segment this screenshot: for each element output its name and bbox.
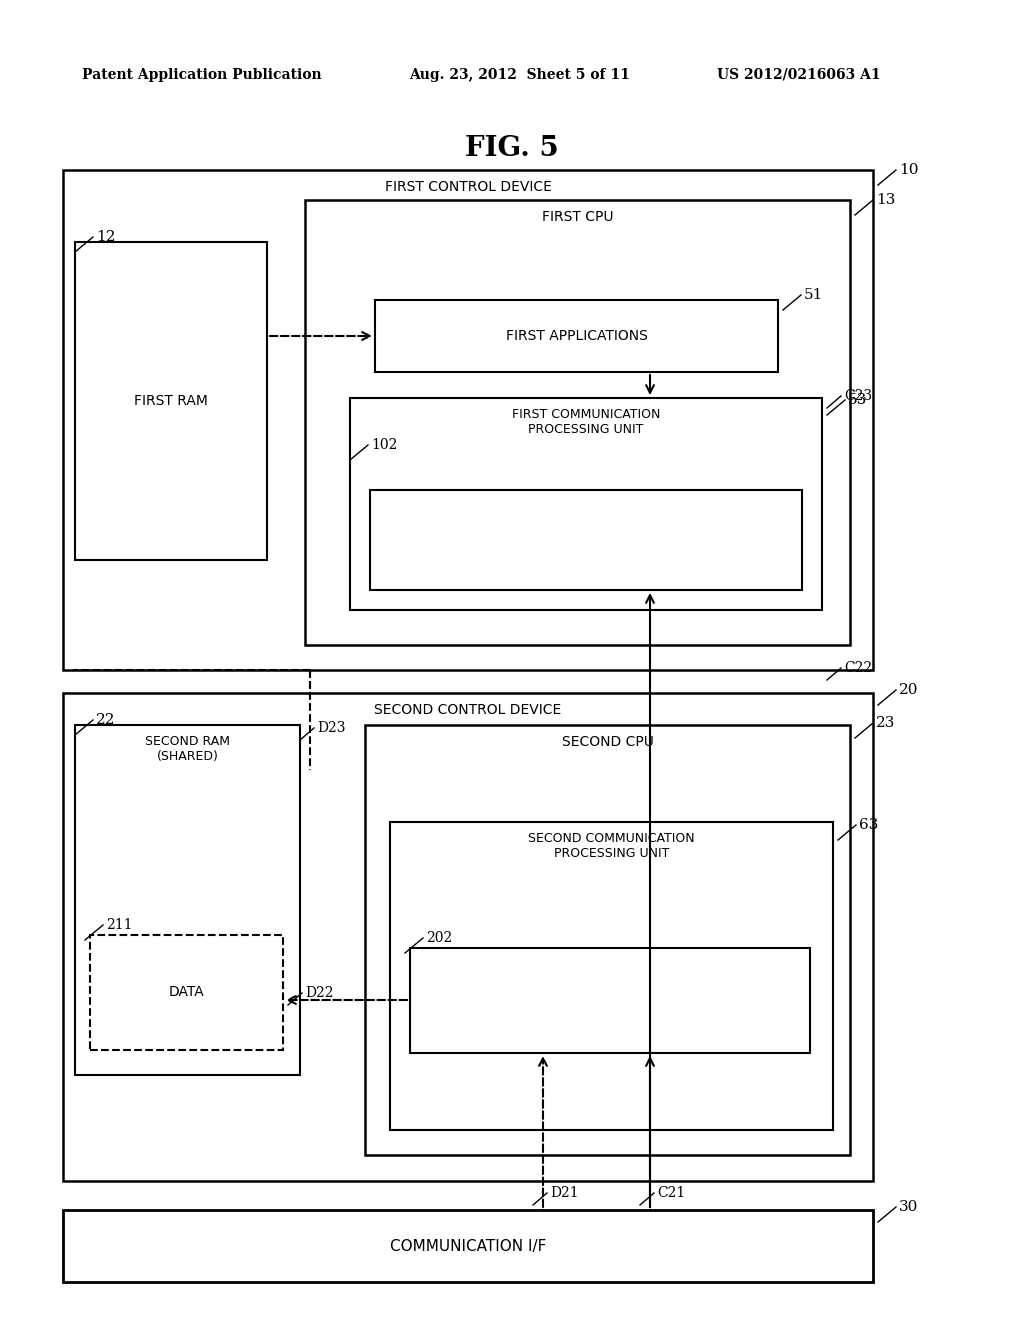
Bar: [410, 948, 810, 1053]
Text: FIG. 5: FIG. 5: [465, 135, 559, 161]
Text: Aug. 23, 2012  Sheet 5 of 11: Aug. 23, 2012 Sheet 5 of 11: [410, 69, 631, 82]
Bar: [350, 399, 822, 610]
Text: D22: D22: [305, 986, 334, 1001]
Bar: [75, 725, 300, 1074]
Text: 12: 12: [96, 230, 116, 244]
Text: SECOND CONTROL DEVICE: SECOND CONTROL DEVICE: [375, 704, 561, 717]
Text: 13: 13: [876, 193, 895, 207]
Bar: [63, 1210, 873, 1282]
Text: 102: 102: [371, 438, 397, 451]
Text: SECOND COMMUNICATION
PROCESSING UNIT: SECOND COMMUNICATION PROCESSING UNIT: [528, 832, 695, 861]
Bar: [370, 490, 802, 590]
Text: 22: 22: [96, 713, 116, 727]
Text: 63: 63: [859, 818, 879, 832]
Text: D21: D21: [550, 1185, 579, 1200]
Text: D23: D23: [317, 721, 345, 735]
Bar: [365, 725, 850, 1155]
Text: FIRST CPU: FIRST CPU: [542, 210, 613, 224]
Text: 53: 53: [848, 393, 867, 407]
Text: 10: 10: [899, 162, 919, 177]
Text: Patent Application Publication: Patent Application Publication: [82, 69, 322, 82]
Text: SECOND RAM
(SHARED): SECOND RAM (SHARED): [145, 735, 230, 763]
Text: FIRST RAM: FIRST RAM: [134, 393, 208, 408]
Text: 20: 20: [899, 682, 919, 697]
Text: COMMUNICATION I/F: COMMUNICATION I/F: [390, 1238, 546, 1254]
Text: 211: 211: [106, 917, 132, 932]
Bar: [305, 201, 850, 645]
Text: 30: 30: [899, 1200, 919, 1214]
Text: FIRST CONTROL DEVICE: FIRST CONTROL DEVICE: [385, 180, 552, 194]
Text: 51: 51: [804, 288, 823, 302]
Text: 202: 202: [426, 931, 453, 945]
Text: FIRST COMMUNICATION
PROCESSING UNIT: FIRST COMMUNICATION PROCESSING UNIT: [512, 408, 660, 436]
Text: DATA: DATA: [169, 986, 205, 999]
Bar: [375, 300, 778, 372]
Bar: [90, 935, 283, 1049]
Text: SECOND CPU: SECOND CPU: [561, 735, 653, 748]
Bar: [63, 693, 873, 1181]
Text: 23: 23: [876, 715, 895, 730]
Text: SOCKET WRAPPER: SOCKET WRAPPER: [522, 533, 650, 546]
Text: C23: C23: [844, 389, 872, 403]
Bar: [75, 242, 267, 560]
Text: SOCKET: SOCKET: [583, 994, 638, 1007]
Bar: [390, 822, 833, 1130]
Text: US 2012/0216063 A1: US 2012/0216063 A1: [717, 69, 881, 82]
Text: C21: C21: [657, 1185, 685, 1200]
Text: C22: C22: [844, 661, 872, 675]
Text: FIRST APPLICATIONS: FIRST APPLICATIONS: [506, 329, 647, 343]
Bar: [63, 170, 873, 671]
